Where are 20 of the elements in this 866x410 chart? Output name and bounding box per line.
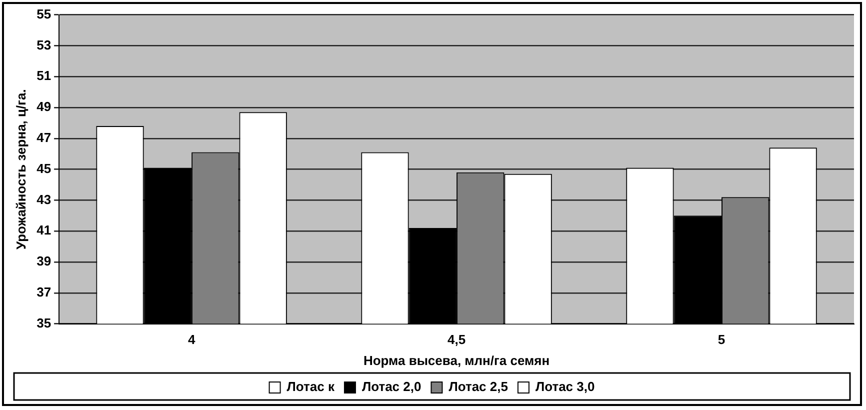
- y-tick-label: 49: [36, 99, 52, 114]
- y-tick-label: 53: [36, 37, 52, 52]
- legend-label: Лотас 3,0: [535, 379, 595, 394]
- y-tick-label: 37: [36, 284, 52, 300]
- y-tick-label: 55: [36, 6, 52, 22]
- y-tick-label: 45: [36, 160, 52, 176]
- legend-label: Лотас к: [286, 379, 335, 394]
- y-axis-title: Урожайность зерна, ц/га.: [13, 89, 28, 250]
- x-tick-label: 4,5: [447, 332, 466, 348]
- x-tick-label: 4: [188, 332, 196, 348]
- y-tick-label: 39: [36, 254, 52, 269]
- legend-label: Лотас 2,0: [362, 379, 422, 394]
- legend-label: Лотас 2,5: [448, 379, 508, 394]
- y-tick-label: 41: [36, 222, 52, 238]
- y-tick-label: 47: [36, 130, 52, 145]
- y-tick-label: 35: [36, 315, 52, 330]
- x-tick-label: 5: [718, 332, 726, 348]
- y-tick-label: 43: [36, 192, 52, 207]
- x-axis-title: Норма высева, млн/га семян: [363, 352, 550, 368]
- y-tick-label: 51: [36, 68, 52, 84]
